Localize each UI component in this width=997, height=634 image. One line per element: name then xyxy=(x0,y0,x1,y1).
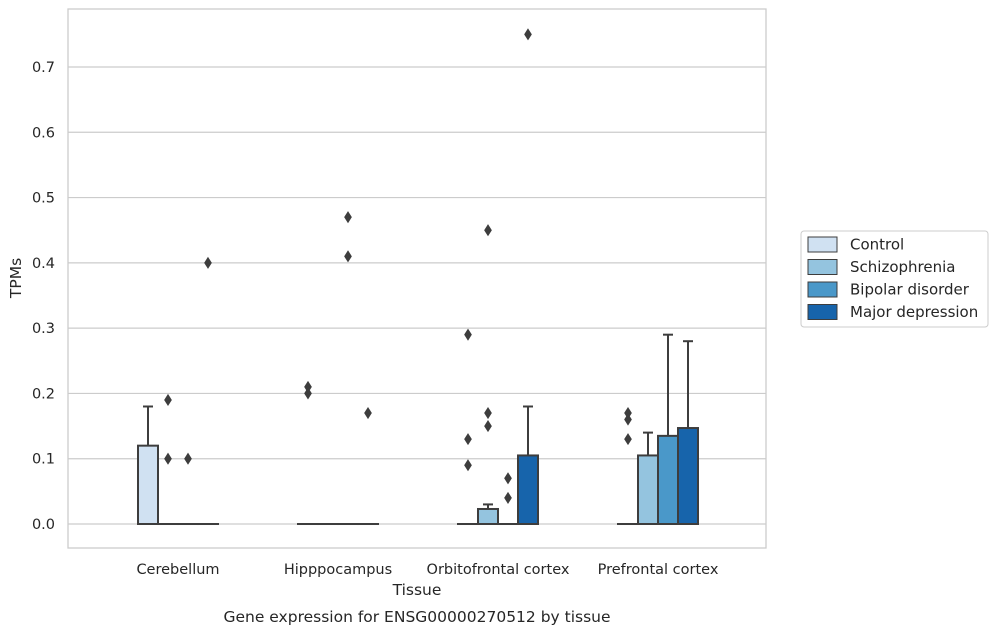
outlier-point xyxy=(304,380,312,393)
outlier-point xyxy=(184,452,192,465)
legend-label: Control xyxy=(850,236,904,254)
y-tick-label: 0.5 xyxy=(32,191,55,207)
box-0-3 xyxy=(617,406,639,526)
outlier-point xyxy=(464,459,472,472)
box-3-0 xyxy=(197,256,219,526)
box-0-0 xyxy=(137,405,159,525)
box-1-2 xyxy=(477,224,499,525)
outlier-point xyxy=(504,491,512,504)
legend-swatch xyxy=(807,259,838,275)
outlier-point xyxy=(464,433,472,446)
box-0-2 xyxy=(457,328,479,526)
y-tick-labels: 0.0 0.1 0.2 0.3 0.4 0.5 0.6 0.7 xyxy=(32,60,55,533)
box-3-3 xyxy=(677,340,699,525)
outlier-point xyxy=(484,224,492,237)
y-tick-label: 0.2 xyxy=(32,386,55,402)
legend-swatch xyxy=(807,281,838,298)
outlier-point xyxy=(164,393,172,407)
y-tick-label: 0.6 xyxy=(32,125,55,141)
outlier-point xyxy=(484,420,492,433)
box-body xyxy=(477,507,499,525)
box-0-1 xyxy=(297,380,319,526)
outlier-point xyxy=(624,406,632,420)
outlier-point xyxy=(524,28,532,41)
chart-marks xyxy=(137,28,699,526)
x-tick-label: Prefrontal cortex xyxy=(598,562,719,578)
outlier-point xyxy=(344,250,352,263)
box-body xyxy=(657,434,679,525)
legend-label: Schizophrenia xyxy=(850,258,955,276)
outlier-point xyxy=(344,211,352,224)
box-3-2 xyxy=(517,28,539,526)
plot-frame xyxy=(67,8,767,549)
legend-swatch xyxy=(807,236,838,253)
box-body xyxy=(137,444,159,525)
x-tick-label: Orbitofrontal cortex xyxy=(427,562,570,578)
outlier-point xyxy=(364,406,372,420)
box-body xyxy=(677,427,699,525)
x-axis-label: Tissue xyxy=(392,581,442,599)
y-tick-label: 0.4 xyxy=(32,256,55,272)
outlier-point xyxy=(464,328,472,341)
y-tick-label: 0.3 xyxy=(32,321,55,337)
x-tick-labels: Cerebellum Hipppocampus Orbitofrontal cort… xyxy=(136,562,718,578)
box-3-1 xyxy=(357,406,379,526)
outlier-point xyxy=(164,452,172,465)
outlier-point xyxy=(204,256,212,269)
y-axis-label: TPMs xyxy=(7,258,25,299)
box-body xyxy=(517,454,539,526)
outlier-point xyxy=(504,472,512,485)
legend: Control Schizophrenia Bipolar disorder Majo… xyxy=(800,230,989,328)
y-tick-label: 0.7 xyxy=(32,60,55,76)
legend-label: Bipolar disorder xyxy=(850,281,970,299)
outlier-point xyxy=(484,406,492,420)
outlier-point xyxy=(304,387,312,400)
box-body xyxy=(637,454,659,526)
y-tick-label: 0.0 xyxy=(32,517,55,533)
legend-frame xyxy=(800,230,989,328)
x-tick-label: Hipppocampus xyxy=(284,562,392,578)
box-2-2 xyxy=(497,472,519,526)
outlier-point xyxy=(624,413,632,426)
outlier-point xyxy=(624,433,632,446)
y-tick-label: 0.1 xyxy=(32,452,55,468)
legend-swatch xyxy=(807,304,838,320)
box-1-0 xyxy=(157,393,179,526)
chart-caption: Gene expression for ENSG00000270512 by t… xyxy=(223,608,610,626)
legend-label: Major depression xyxy=(850,303,978,321)
x-tick-label: Cerebellum xyxy=(136,562,219,578)
